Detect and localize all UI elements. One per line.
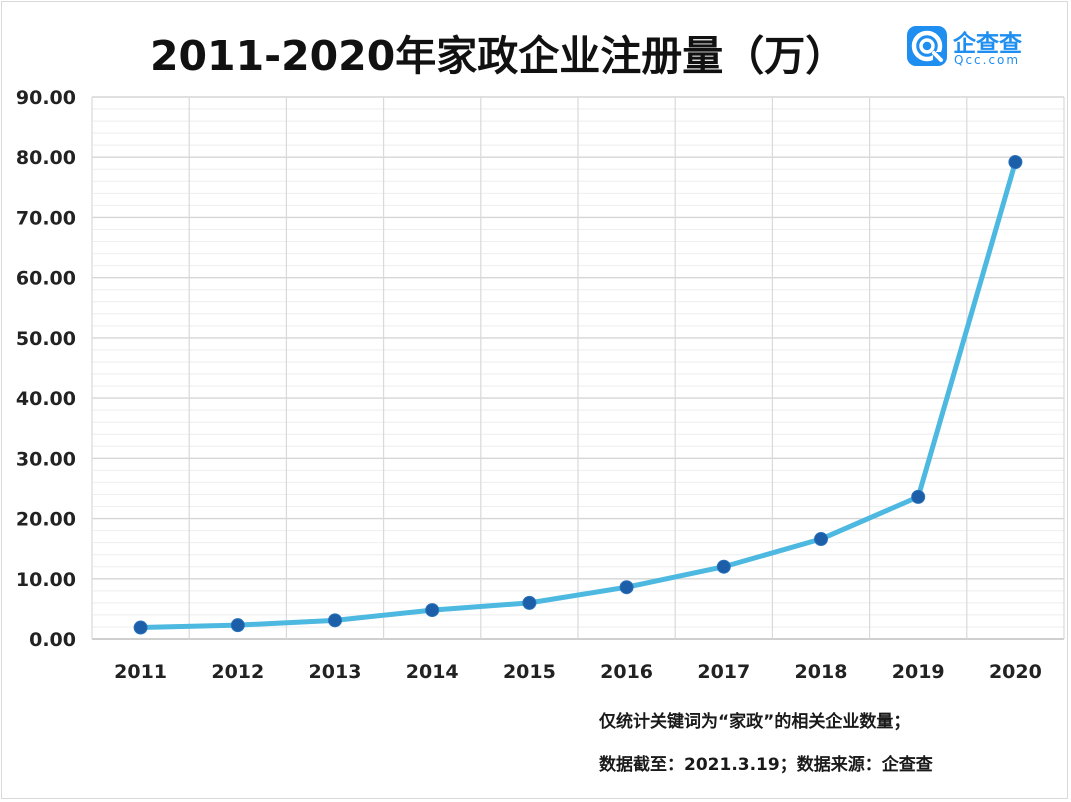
y-tick-label: 30.00 [16, 448, 76, 470]
chart-title: 2011-2020年家政企业注册量（万） [150, 32, 847, 80]
qcc-logo: 企查查 Qcc.com [907, 26, 1037, 74]
footnote-scope: 仅统计关键词为“家政”的相关企业数量； [599, 712, 911, 732]
y-tick-label: 60.00 [16, 268, 76, 290]
y-tick-label: 20.00 [16, 509, 76, 531]
y-tick-label: 90.00 [16, 87, 76, 109]
data-point-2013 [328, 613, 342, 628]
x-tick-label: 2014 [406, 661, 459, 683]
y-tick-label: 40.00 [16, 388, 76, 410]
data-point-2019 [911, 489, 926, 504]
data-point-2018 [814, 532, 828, 547]
qcc-logo-domain: Qcc.com [954, 53, 1021, 67]
y-tick-label: 80.00 [16, 147, 76, 169]
data-point-2020 [1008, 155, 1023, 170]
x-tick-label: 2011 [114, 661, 167, 683]
y-tick-label: 50.00 [16, 328, 76, 350]
x-axis-tick-labels: 2011 2012 2013 2014 2015 2016 2017 2018 2019 2020 [114, 661, 1042, 683]
series-line [138, 159, 1018, 631]
x-tick-label: 2015 [503, 661, 556, 683]
data-point-2011 [133, 620, 148, 635]
data-point-2015 [522, 595, 537, 610]
data-point-2016 [619, 580, 634, 595]
x-tick-label: 2018 [795, 661, 848, 683]
y-tick-label: 10.00 [16, 569, 76, 591]
qcc-logo-name: 企查查 [953, 31, 1022, 57]
series-registrations [133, 155, 1023, 635]
data-point-2014 [425, 603, 440, 618]
y-tick-label: 70.00 [16, 207, 76, 229]
y-axis-tick-labels: 0.00 10.00 20.00 30.00 40.00 50.00 60.00 70.00 8… [16, 87, 76, 651]
y-tick-label: 0.00 [29, 629, 76, 651]
data-point-2017 [716, 559, 731, 574]
qcc-logo-icon [907, 26, 947, 66]
x-tick-label: 2019 [892, 661, 945, 683]
footnote-source: 数据截至：2021.3.19；数据来源：企查查 [599, 755, 933, 775]
x-tick-label: 2013 [309, 661, 362, 683]
x-tick-label: 2012 [211, 661, 264, 683]
vertical-gridlines [91, 97, 1065, 639]
x-tick-label: 2016 [600, 661, 653, 683]
x-tick-label: 2017 [697, 661, 750, 683]
data-point-2012 [230, 618, 245, 633]
x-tick-label: 2020 [989, 661, 1042, 683]
